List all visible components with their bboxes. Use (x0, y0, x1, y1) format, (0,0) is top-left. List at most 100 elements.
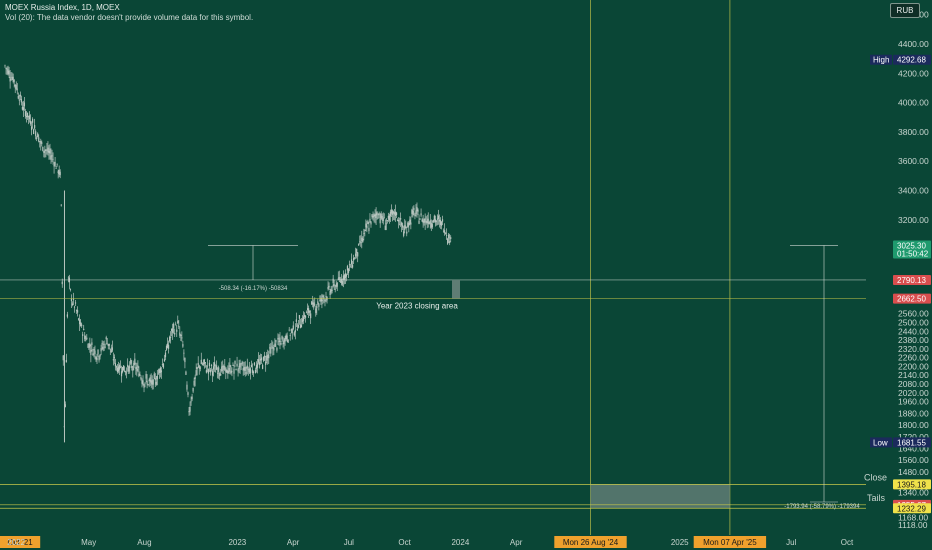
candle-body (87, 346, 89, 348)
candle-body (154, 378, 156, 381)
y-tick-label: 2080.00 (898, 379, 929, 389)
candle-body (343, 274, 346, 280)
candle-body (25, 115, 28, 118)
candle-body (277, 337, 279, 340)
candle-body (406, 231, 408, 234)
candle-body (100, 348, 102, 352)
candle-body (139, 374, 141, 376)
candle-body (422, 219, 424, 224)
candle-body (133, 362, 135, 368)
candle-body (340, 278, 342, 283)
x-tick-label: Oct (841, 538, 854, 547)
candle-body (85, 339, 87, 341)
candle-body (355, 253, 357, 257)
candle-body (234, 360, 236, 364)
y-tick-label: 1118.00 (898, 520, 928, 530)
candle-body (42, 147, 44, 151)
measure-top-label: -508.34 (-16.17%) -50834 (219, 286, 288, 292)
year-closing-box[interactable] (452, 279, 460, 299)
candle-body (48, 150, 50, 154)
currency-button[interactable]: RUB (890, 3, 920, 18)
candle-body (391, 210, 394, 215)
candle-body (17, 95, 19, 99)
candle-body (437, 215, 440, 220)
forecast-box[interactable] (590, 484, 730, 509)
candle-body (236, 363, 238, 367)
y-tick-label: 1640.00 (898, 443, 929, 453)
candle-body (448, 234, 450, 239)
y-tick-label: 1720.00 (898, 432, 929, 442)
candle-body (161, 364, 164, 365)
x-tick-label: Apr (287, 538, 300, 547)
candle-body (303, 314, 306, 317)
candle-body (212, 366, 215, 370)
price-tag-value: 3025.30 (897, 241, 926, 250)
candle-body (449, 241, 451, 244)
candle-body (410, 222, 412, 225)
candle-body (61, 281, 63, 285)
candle-body (30, 126, 33, 131)
candle-body (415, 210, 417, 215)
candle-body (271, 346, 273, 348)
candle-body (335, 284, 337, 287)
candle-body (41, 142, 43, 144)
candle-body (109, 348, 111, 350)
candle-body (18, 99, 20, 101)
candle-body (227, 370, 229, 374)
candle-body (217, 372, 219, 374)
drawing-overlays[interactable]: Year 2023 closing area -508.34 (-16.17%) … (0, 0, 887, 535)
candle-body (400, 218, 402, 220)
candle-body (101, 342, 103, 345)
candle-body (256, 363, 259, 368)
candle-body (196, 367, 198, 369)
candle-body (43, 150, 45, 153)
candle-body (445, 232, 447, 234)
candle-body (38, 137, 40, 142)
candle-body (302, 316, 305, 321)
candle-body (267, 354, 269, 359)
candle-body (328, 285, 330, 288)
candle-body (435, 220, 438, 222)
candle-body (377, 217, 379, 219)
y-tick-label: 2020.00 (898, 388, 929, 398)
candle-body (255, 365, 258, 369)
price-tag-label-bg (870, 437, 892, 448)
candle-body (313, 302, 315, 308)
candle-body (263, 356, 265, 361)
candle-body (240, 363, 242, 365)
candle-body (56, 163, 58, 165)
candle-body (174, 332, 176, 335)
candle-body (55, 167, 57, 169)
candle-body (269, 347, 271, 349)
candle-body (368, 227, 370, 232)
candle-body (45, 149, 47, 151)
candle-body (440, 221, 443, 226)
candle-body (74, 302, 77, 304)
candle-body (216, 365, 218, 370)
candle-body (192, 387, 194, 392)
symbol-legend[interactable]: MOEX Russia Index, 1D, MOEX (5, 3, 120, 12)
candle-body (44, 149, 46, 151)
candle-body (28, 115, 31, 120)
candle-body (62, 355, 64, 361)
candle-body (373, 214, 375, 217)
candle-body (186, 384, 188, 390)
candle-body (67, 277, 69, 279)
candle-body (395, 212, 398, 216)
price-tag-label-bg (870, 54, 892, 65)
candle-body (106, 343, 108, 345)
candle-body (315, 308, 317, 313)
candle-body (404, 225, 406, 231)
candle-body (97, 349, 99, 355)
candle-body (393, 212, 396, 215)
candle-body (383, 217, 385, 219)
candle-body (226, 370, 228, 373)
candle-body (6, 68, 8, 70)
candle-body (50, 155, 52, 160)
candle-body (172, 328, 174, 333)
candle-body (325, 295, 327, 297)
candle-body (211, 370, 214, 376)
